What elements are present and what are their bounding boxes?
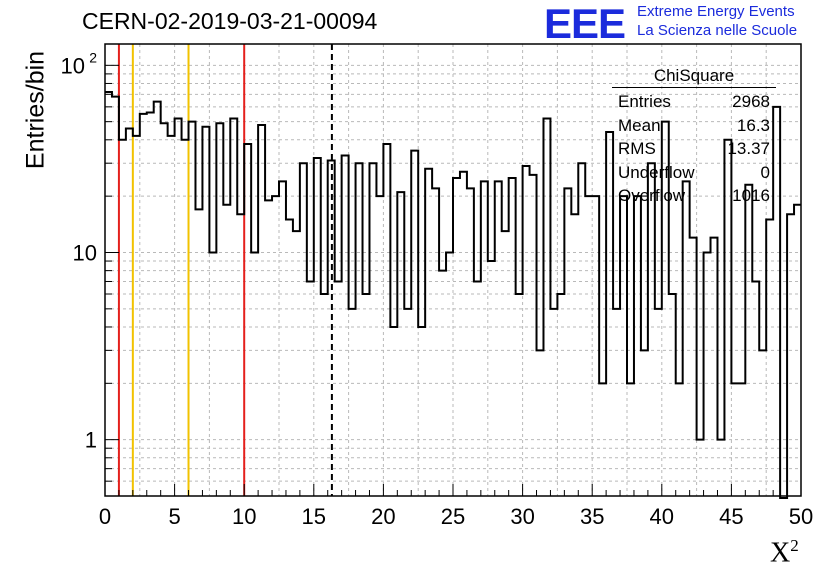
x-axis-label-sup: 2	[790, 536, 799, 555]
y-tick-label: 1	[85, 428, 97, 453]
x-tick-label: 35	[580, 504, 604, 529]
x-axis-ticks: 0 5 10 15 20 25 30 35 40 45 50	[99, 484, 813, 529]
stats-row-mean: Mean 16.3	[608, 114, 780, 138]
x-tick-label: 45	[719, 504, 743, 529]
x-axis-label: X2	[770, 536, 799, 569]
stats-row-overflow: Overflow 1016	[608, 184, 780, 208]
y-tick-label-exp: 2	[89, 49, 97, 65]
stats-label: Entries	[618, 92, 671, 111]
x-tick-label: 50	[789, 504, 813, 529]
eee-logo: EEE	[544, 0, 626, 47]
stats-value: 16.3	[736, 115, 770, 135]
org-line-2: La Scienza nelle Scuole	[637, 22, 798, 39]
stats-value: 2968	[732, 92, 770, 111]
stats-row-rms: RMS 13.37	[608, 137, 780, 161]
stats-title: ChiSquare	[612, 66, 776, 88]
run-title: CERN-02-2019-03-21-00094	[82, 8, 378, 34]
x-tick-label: 15	[302, 504, 326, 529]
x-axis-label-base: X	[770, 537, 791, 569]
x-tick-label: 40	[650, 504, 674, 529]
x-tick-label: 5	[168, 504, 180, 529]
y-axis-label: Entries/bin	[21, 50, 50, 170]
stats-box: ChiSquare Entries 2968 Mean 16.3 RMS 13.37 …	[608, 66, 780, 208]
stats-label: Mean	[618, 115, 661, 135]
grid-lines	[105, 44, 801, 497]
x-tick-label: 10	[232, 504, 256, 529]
x-tick-label: 0	[99, 504, 111, 529]
x-tick-label: 30	[510, 504, 534, 529]
x-tick-label: 20	[371, 504, 395, 529]
stats-value: 1016	[732, 186, 770, 205]
stats-row-underflow: Underflow 0	[608, 161, 780, 185]
stats-label: Underflow	[618, 162, 695, 182]
x-tick-label: 25	[441, 504, 465, 529]
y-tick-label: 10	[61, 53, 85, 78]
y-tick-label: 10	[73, 240, 97, 265]
histogram-line	[105, 91, 801, 499]
stats-label: RMS	[618, 139, 656, 158]
stats-label: Overflow	[618, 186, 686, 205]
stats-value: 13.37	[727, 139, 770, 158]
stats-row-entries: Entries 2968	[608, 90, 780, 114]
stats-value: 0	[760, 162, 770, 182]
org-line-1: Extreme Energy Events	[637, 3, 795, 20]
